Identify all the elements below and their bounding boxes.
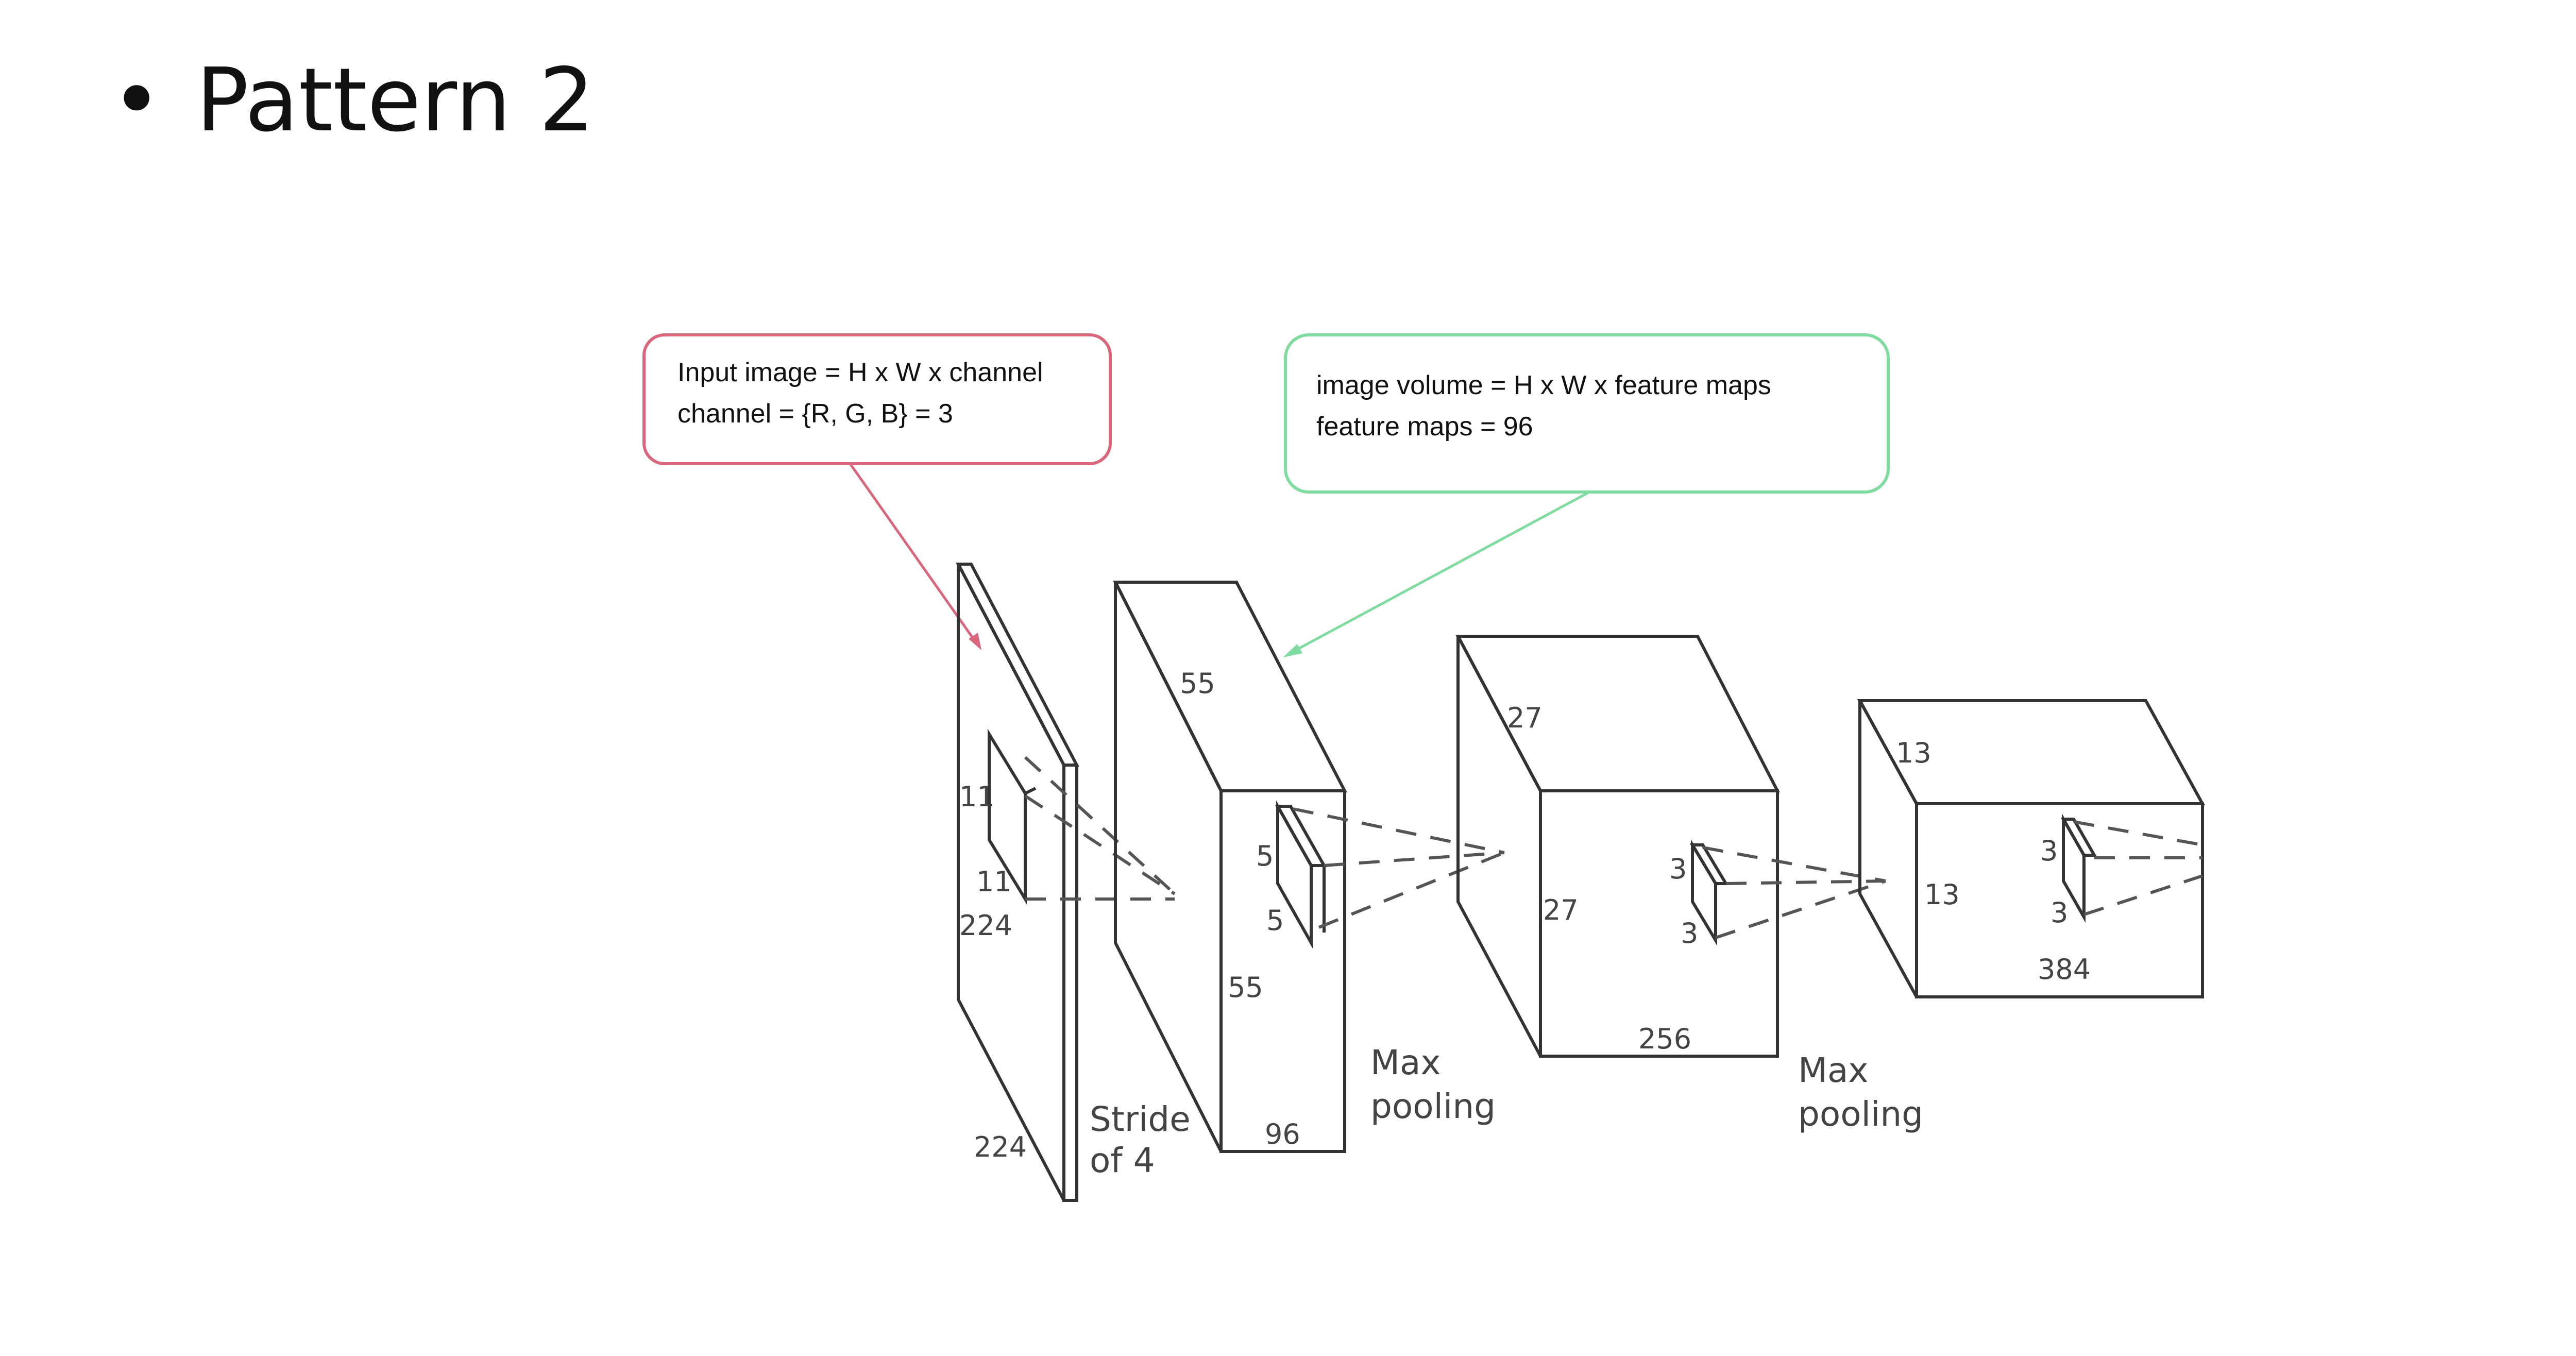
conv3-depth-label: 384 [2038, 953, 2091, 986]
input-kernel-h-label: 11 [959, 781, 995, 813]
input-slab-edge [1062, 764, 1078, 1202]
input-callout: Input image = H x W x channel channel = … [642, 333, 1112, 650]
conv2-height-label: 27 [1543, 894, 1579, 926]
conv2-top-face [1455, 635, 1780, 792]
bullet-icon: • [111, 49, 163, 151]
stride-label-line1: Stride [1090, 1099, 1191, 1139]
conv2-kernel-w-label: 3 [1681, 917, 1698, 950]
input-kernel-w-label: 11 [976, 866, 1012, 898]
volume-callout: image volume = H x W x feature maps feat… [1283, 333, 1890, 657]
conv3-kernel-projection-3 [2083, 874, 2203, 916]
stride-label-line2: of 4 [1090, 1141, 1155, 1180]
conv3-height-label: 13 [1924, 878, 1960, 911]
volume-callout-line2: feature maps = 96 [1316, 412, 1533, 442]
slide-title: • Pattern 2 [111, 57, 595, 144]
conv1-top-label: 55 [1180, 667, 1215, 700]
conv1-kernel-side [1275, 805, 1327, 867]
conv3-block: 13 13 3 3 384 [1857, 699, 2206, 998]
conv1-kernel-projection-1 [1293, 807, 1505, 854]
input-kernel-projection-1 [1024, 756, 1176, 895]
conv3-kernel-w-label: 3 [2050, 896, 2068, 929]
pool1-label-line1: Max [1370, 1043, 1440, 1082]
conv2-kernel-projection-2 [1725, 879, 1886, 885]
conv3-kernel-h-label: 3 [2040, 835, 2058, 867]
input-height-label: 224 [959, 909, 1012, 942]
conv1-top-face [1113, 581, 1347, 792]
pool2-label-line1: Max [1798, 1050, 1868, 1090]
conv2-front-face [1539, 789, 1779, 1058]
input-callout-line1: Input image = H x W x channel [677, 358, 1043, 387]
conv2-block: 27 27 3 3 256 [1455, 635, 1886, 1058]
conv3-kernel-projection-1 [2073, 820, 2203, 846]
conv2-top-label: 27 [1507, 702, 1543, 734]
conv3-kernel-side [2060, 818, 2097, 857]
conv1-kernel-projection-3 [1318, 851, 1505, 929]
conv3-front-face [1915, 802, 2204, 998]
conv1-kernel-w-label: 5 [1266, 904, 1284, 937]
conv2-kernel-projection-1 [1702, 846, 1886, 883]
volume-arrow-head [1283, 644, 1302, 657]
input-arrow-head [969, 633, 981, 650]
input-slab-side [956, 563, 1079, 767]
input-layer: 11 11 224 224 [956, 563, 1176, 1202]
conv3-top-label: 13 [1896, 737, 1931, 769]
pool2-label-line2: pooling [1798, 1094, 1923, 1134]
conv1-kernel-projection-2 [1324, 851, 1505, 867]
input-callout-box [642, 333, 1112, 465]
conv2-depth-label: 256 [1638, 1023, 1691, 1055]
conv2-kernel-h-label: 3 [1669, 853, 1687, 885]
conv1-block: 55 5 5 55 96 [1113, 581, 1505, 1153]
conv2-kernel-projection-3 [1715, 879, 1886, 939]
input-kernel-edge [1024, 787, 1037, 795]
title-text: Pattern 2 [196, 49, 595, 151]
volume-callout-pointer [1287, 490, 1590, 656]
input-width-label: 224 [974, 1131, 1027, 1163]
input-callout-line2: channel = {R, G, B} = 3 [677, 399, 953, 429]
volume-callout-line1: image volume = H x W x feature maps [1316, 370, 1771, 400]
conv1-height-label: 55 [1228, 971, 1263, 1004]
conv1-depth-label: 96 [1265, 1118, 1300, 1150]
conv1-kernel-h-label: 5 [1256, 840, 1274, 872]
pool1-label-line2: pooling [1370, 1087, 1496, 1126]
conv1-front-face [1219, 789, 1346, 1153]
input-kernel-projection-2 [1024, 794, 1176, 895]
